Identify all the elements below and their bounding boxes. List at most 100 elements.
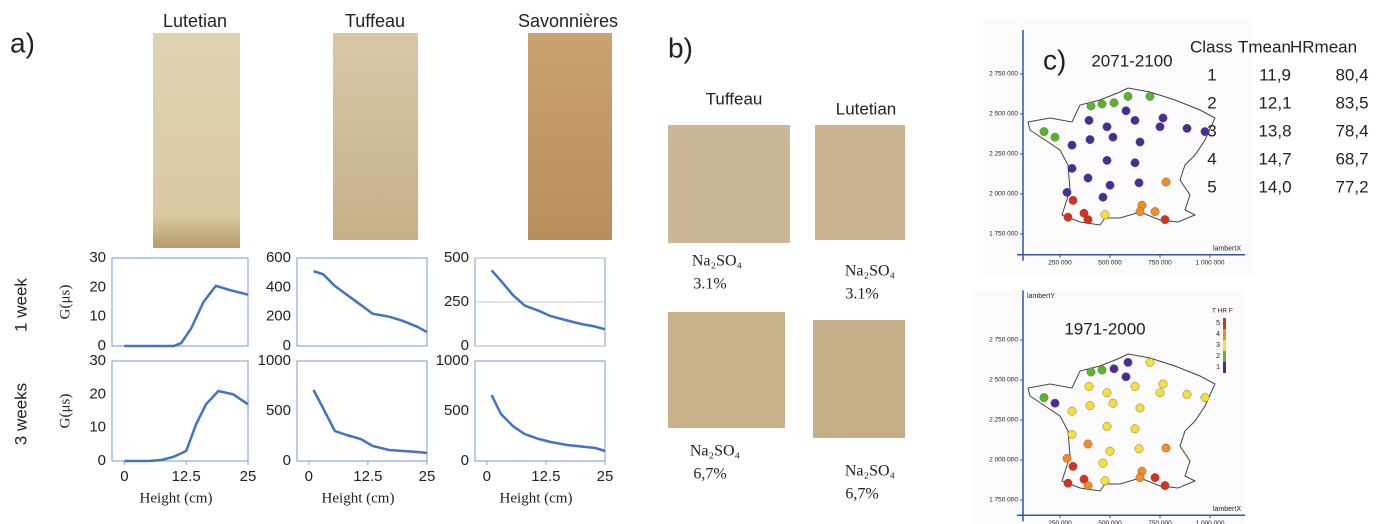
station-dot [1102, 388, 1112, 398]
sample-photo [668, 312, 785, 428]
table-cell: 2 [1207, 93, 1216, 112]
y-tick-label: 20 [89, 385, 106, 402]
station-dot [1108, 398, 1118, 408]
station-dot [1130, 424, 1140, 434]
station-dot [1109, 364, 1119, 374]
y-tick-label: 500 [444, 249, 469, 266]
salt-label: Na₂SO₄ [692, 253, 743, 270]
y-tick-label: 0 [283, 337, 291, 354]
station-dot [1123, 357, 1133, 367]
station-dot [1105, 446, 1115, 456]
station-dot [1083, 173, 1093, 183]
table-cell: 1 [1207, 65, 1216, 84]
station-dot [1108, 132, 1118, 142]
map-y-tick-label: 2 500 000 [989, 377, 1018, 384]
x-axis-label: Height (cm) [140, 490, 213, 506]
x-tick-label: 25 [419, 468, 436, 485]
station-dot [1100, 476, 1110, 486]
station-dot [1161, 177, 1171, 187]
y-tick-label: 400 [266, 278, 291, 295]
x-tick-label: 25 [240, 468, 257, 485]
map-y-label: lambertY [1027, 293, 1055, 300]
station-dot [1083, 215, 1093, 225]
station-dot [1102, 421, 1112, 431]
y-tick-label: 0 [98, 337, 106, 354]
table-cell: 14,7 [1258, 149, 1291, 168]
station-dot [1079, 474, 1089, 484]
y-tick-label: 500 [266, 402, 291, 419]
station-dot [1150, 473, 1160, 482]
table-cell: 4 [1207, 149, 1216, 168]
x-tick-label: 12.5 [531, 468, 560, 485]
station-dot [1086, 367, 1096, 377]
station-dot [1102, 155, 1112, 165]
station-dot [1155, 122, 1165, 132]
map-y-tick-label: 2 000 000 [989, 191, 1018, 198]
data-line [124, 284, 249, 348]
station-dot [1062, 187, 1072, 197]
y-tick-label: 30 [89, 249, 106, 266]
station-dot [1097, 365, 1107, 375]
panel-label: a) [10, 27, 35, 58]
plot-frame [296, 360, 428, 462]
x-tick-label: 25 [597, 468, 614, 485]
table-cell: 78,4 [1335, 121, 1368, 140]
legend-title: T HR F [1212, 308, 1233, 315]
row-label: 1 week [11, 278, 30, 332]
station-dot [1121, 106, 1131, 116]
table-cell: 68,7 [1335, 149, 1368, 168]
sample-photo [668, 125, 790, 243]
map-x-tick-label: 250 000 [1048, 260, 1072, 267]
station-dot [1098, 192, 1108, 202]
y-tick-label: 0 [283, 452, 291, 469]
station-dot [1063, 212, 1073, 222]
map-y-tick-label: 2 750 000 [989, 337, 1018, 344]
data-line [312, 389, 428, 455]
column-label: Lutetian [836, 99, 897, 118]
map-x-label: lambertX [1213, 246, 1241, 253]
station-dot [1097, 99, 1107, 109]
table-cell: 83,5 [1335, 93, 1368, 112]
y-tick-label: 600 [266, 249, 291, 266]
station-dot [1068, 195, 1078, 205]
station-dot [1130, 116, 1140, 125]
x-tick-label: 0 [483, 468, 491, 485]
map-x-tick-label: 1 000 000 [1196, 260, 1225, 267]
y-tick-label: 0 [461, 337, 469, 354]
stone-name: Lutetian [163, 11, 227, 31]
legend-swatch [1223, 329, 1226, 340]
legend-label: 5 [1216, 320, 1220, 327]
station-dot [1150, 207, 1160, 217]
station-dot [1134, 444, 1144, 454]
y-tick-label: 0 [461, 452, 469, 469]
station-dot [1067, 163, 1077, 173]
map-x-label: lambertX [1213, 506, 1241, 513]
map-x-tick-label: 500 000 [1098, 260, 1122, 267]
row-label: 3 weeks [11, 383, 30, 445]
map-x-tick-label: 750 000 [1148, 520, 1172, 524]
station-dot [1158, 113, 1168, 123]
salt-content: 6,7% [693, 466, 726, 483]
table-cell: 77,2 [1335, 177, 1368, 196]
table-cell: 3 [1207, 121, 1216, 140]
station-dot [1068, 461, 1078, 471]
salt-label: Na₂SO₄ [845, 263, 896, 280]
plot-frame [296, 257, 428, 347]
sample-photo [815, 125, 905, 240]
plot-frame [474, 360, 606, 462]
map-y-tick-label: 2 250 000 [989, 151, 1018, 158]
station-dot [1084, 381, 1094, 391]
y-tick-label: 1000 [258, 352, 291, 369]
x-axis-label: Height (cm) [322, 490, 395, 506]
y-axis-label: G(μs) [57, 394, 73, 429]
legend-label: 2 [1216, 353, 1220, 360]
stone-name: Savonnières [518, 11, 618, 31]
station-dot [1135, 473, 1145, 482]
y-tick-label: 250 [444, 293, 469, 310]
station-dot [1085, 135, 1095, 145]
station-dot [1083, 439, 1093, 449]
x-axis-label: Height (cm) [500, 490, 573, 506]
map-y-tick-label: 1 750 000 [989, 231, 1018, 238]
station-dot [1135, 207, 1145, 217]
